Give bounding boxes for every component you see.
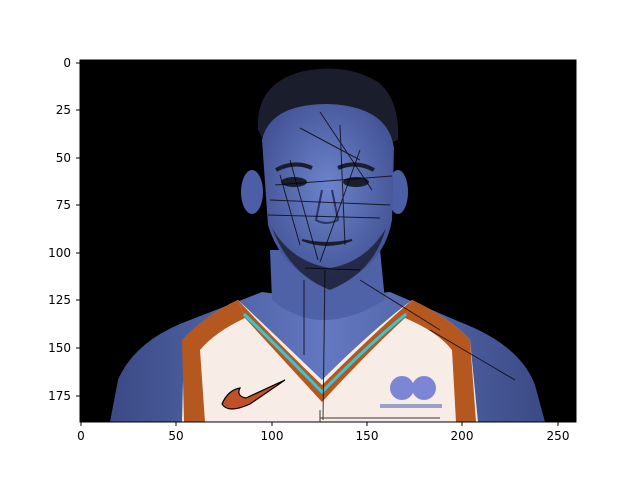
x-tick: 50 — [168, 422, 183, 443]
x-tick-label: 150 — [356, 429, 379, 443]
x-tick-label: 200 — [451, 429, 474, 443]
x-tick-label: 250 — [547, 429, 570, 443]
y-tick: 75 — [56, 198, 80, 212]
y-tick-label: 125 — [48, 293, 71, 307]
y-tick: 125 — [48, 293, 80, 307]
y-tick: 50 — [56, 151, 80, 165]
y-tick-label: 150 — [48, 341, 71, 355]
left-eye — [281, 177, 307, 187]
y-tick-label: 0 — [63, 56, 71, 70]
y-tick-label: 50 — [56, 151, 71, 165]
y-tick: 100 — [48, 246, 80, 260]
x-tick: 150 — [356, 422, 379, 443]
x-tick: 200 — [451, 422, 474, 443]
y-tick: 150 — [48, 341, 80, 355]
y-tick-label: 25 — [56, 103, 71, 117]
y-tick-label: 175 — [48, 389, 71, 403]
left-ear — [241, 170, 263, 214]
x-tick-label: 50 — [168, 429, 183, 443]
x-tick: 250 — [547, 422, 570, 443]
y-axis: 0 25 50 75 100 125 150 175 — [48, 56, 80, 403]
x-tick: 0 — [77, 422, 85, 443]
x-tick-label: 0 — [77, 429, 85, 443]
photo — [80, 60, 576, 422]
y-tick: 25 — [56, 103, 80, 117]
y-tick-label: 75 — [56, 198, 71, 212]
y-tick: 0 — [63, 56, 80, 70]
x-tick-label: 100 — [261, 429, 284, 443]
y-tick: 175 — [48, 389, 80, 403]
x-tick: 100 — [261, 422, 284, 443]
x-axis: 0 50 100 150 200 250 — [77, 422, 569, 443]
y-tick-label: 100 — [48, 246, 71, 260]
